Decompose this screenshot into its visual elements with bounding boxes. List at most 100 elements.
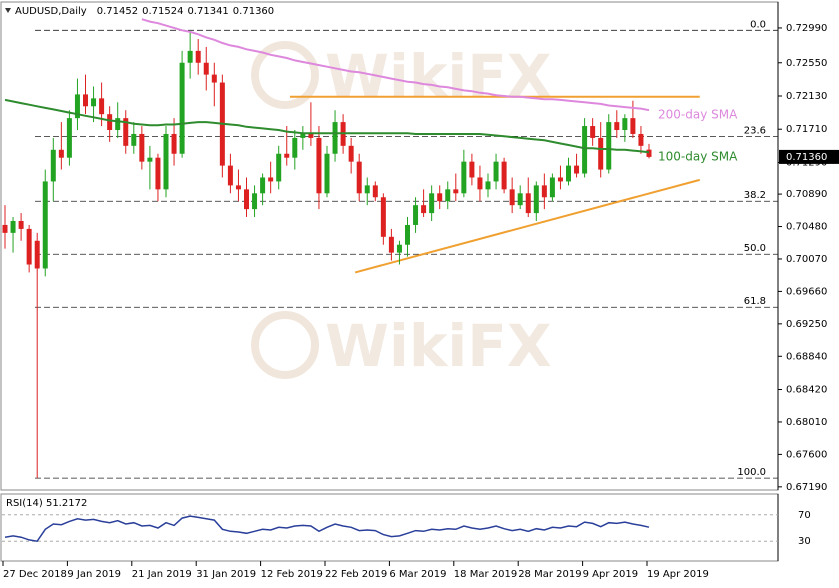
candle-body	[171, 133, 177, 154]
candle-body	[99, 98, 105, 115]
rsi-line	[4, 515, 650, 543]
sma-line	[4, 98, 650, 154]
candle-body	[372, 185, 378, 198]
candle-body	[58, 149, 64, 158]
sma-label: 200-day SMA	[658, 108, 738, 122]
y-tick-label: 0.71710	[786, 124, 827, 135]
candle-body	[445, 189, 451, 202]
rsi-tick-label: 70	[798, 510, 811, 521]
candle-body	[582, 126, 588, 174]
x-tick-label: 18 Mar 2019	[454, 569, 517, 580]
candle-body	[195, 50, 201, 63]
candle-body	[477, 177, 483, 190]
fib-label: 61.8	[744, 296, 766, 307]
watermark-logo	[251, 311, 319, 379]
fib-label: 100.0	[737, 467, 766, 478]
y-tick-label: 0.69660	[786, 286, 827, 297]
candle-body	[18, 220, 24, 229]
candle-body	[421, 205, 427, 214]
candle-body	[131, 133, 137, 146]
candle-body	[509, 189, 515, 206]
y-tick-label: 0.67190	[786, 482, 827, 493]
candle-body	[316, 137, 322, 194]
candle-body	[437, 193, 443, 202]
candle-body	[74, 94, 80, 119]
candle-body	[517, 193, 523, 206]
x-tick-label: 19 Apr 2019	[647, 569, 709, 580]
y-tick-label: 0.72990	[786, 23, 827, 34]
candle-body	[260, 177, 266, 194]
candle-body	[163, 133, 169, 190]
x-tick-label: 6 Mar 2019	[389, 569, 446, 580]
fib-label: 23.6	[744, 125, 766, 136]
candle-body	[139, 133, 145, 162]
candle-body	[235, 185, 241, 190]
y-tick-label: 0.68840	[786, 351, 827, 362]
candle-body	[83, 94, 88, 107]
candle-body	[115, 118, 121, 131]
candle-body	[107, 114, 113, 131]
y-tick-label: 0.68010	[786, 417, 827, 428]
candle-body	[413, 205, 419, 225]
x-tick-label: 12 Feb 2019	[261, 569, 323, 580]
chart-title: AUDUSD,Daily	[15, 6, 87, 17]
candle-body	[525, 193, 531, 214]
x-tick-label: 27 Dec 2018	[3, 569, 67, 580]
candle-body	[348, 145, 354, 162]
candle-body	[227, 165, 233, 186]
trend-line	[354, 178, 700, 274]
candle-body	[574, 165, 580, 174]
y-tick-label: 0.69250	[786, 319, 827, 330]
candle-body	[469, 161, 475, 178]
candle-body	[66, 118, 72, 158]
candle-body	[566, 165, 571, 182]
candle-body	[123, 118, 129, 146]
x-tick-label: 22 Feb 2019	[325, 569, 387, 580]
candle-body	[10, 220, 16, 233]
header-icon	[5, 8, 11, 13]
rsi-tick-label: 30	[798, 536, 811, 547]
candle-body	[244, 189, 249, 210]
candle-body	[453, 189, 459, 194]
candle-body	[485, 181, 491, 190]
candle-body	[364, 185, 370, 194]
y-tick-label: 0.68420	[786, 385, 827, 396]
candle-body	[396, 244, 402, 253]
candle-body	[630, 118, 636, 134]
candle-body	[598, 137, 604, 170]
candle-body	[276, 153, 282, 182]
candle-body	[292, 137, 298, 158]
watermark-logo	[251, 41, 319, 109]
rsi-title: RSI(14) 51.2172	[6, 498, 87, 509]
y-tick-label: 0.70480	[786, 222, 827, 233]
candle-body	[405, 224, 410, 245]
sma-label: 100-day SMA	[658, 150, 738, 164]
sma-line	[141, 18, 650, 112]
candle-body	[493, 161, 499, 182]
watermark: WikiFX	[325, 312, 552, 380]
y-tick-label: 0.72130	[786, 91, 827, 102]
candle-body	[356, 161, 362, 194]
candle-body	[388, 236, 394, 253]
watermark: WikiFX	[325, 42, 552, 110]
candle-body	[155, 157, 161, 190]
candle-body	[549, 177, 555, 198]
candle-body	[26, 228, 32, 265]
candle-body	[252, 193, 258, 210]
candle-body	[461, 161, 467, 194]
candle-body	[429, 193, 435, 214]
candle-body	[300, 133, 306, 138]
candle-body	[147, 157, 153, 162]
header-price: 0.71452	[97, 6, 138, 17]
header-price: 0.71341	[187, 6, 228, 17]
candle-body	[211, 74, 217, 83]
candle-body	[187, 50, 193, 63]
candle-body	[541, 185, 547, 198]
candle-body	[380, 197, 386, 237]
candle-body	[557, 177, 563, 182]
x-tick-label: 31 Jan 2019	[196, 569, 256, 580]
candle-body	[501, 161, 507, 190]
header-price: 0.71360	[233, 6, 274, 17]
